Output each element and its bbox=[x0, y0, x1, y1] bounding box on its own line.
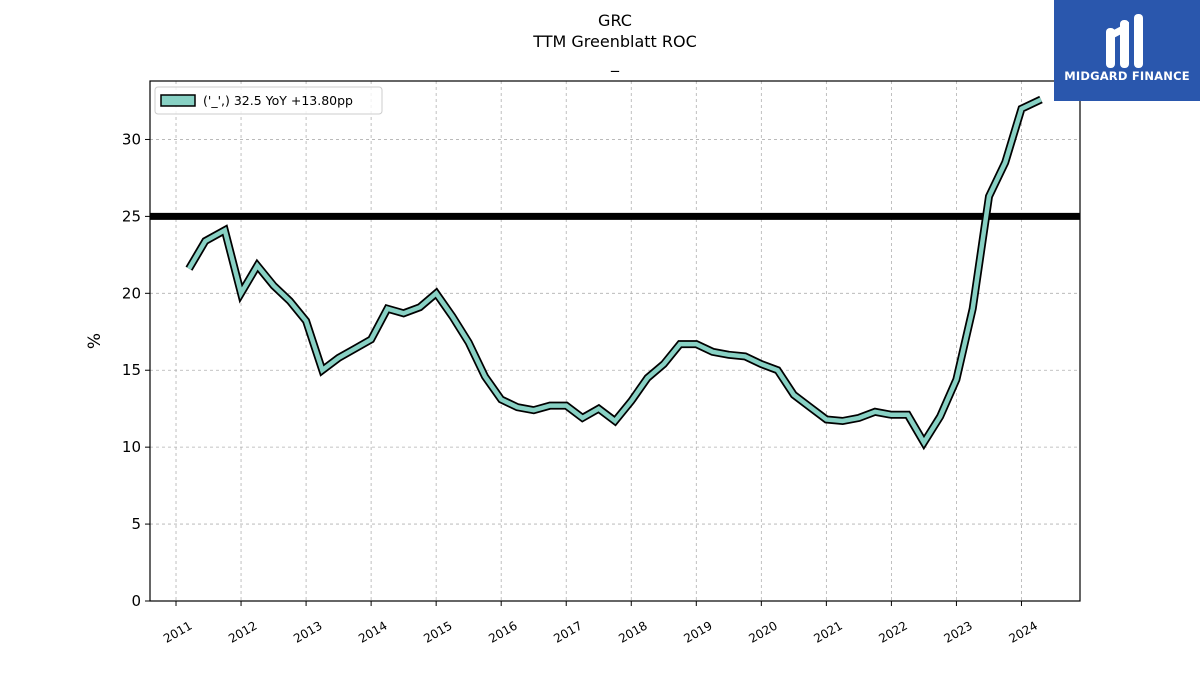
y-tick-label: 25 bbox=[122, 207, 141, 225]
series-line bbox=[187, 97, 1042, 447]
x-tick-label: 2017 bbox=[551, 618, 584, 645]
x-tick-label: 2013 bbox=[291, 618, 324, 645]
brand-logo: MIDGARD FINANCE bbox=[1054, 0, 1200, 101]
y-axis: 0 5 10 15 20 25 30 bbox=[122, 130, 150, 610]
x-tick-label: 2014 bbox=[356, 618, 389, 645]
x-tick-label: 2023 bbox=[941, 618, 974, 645]
legend: ('_',) 32.5 YoY +13.80pp bbox=[154, 86, 383, 115]
legend-box bbox=[154, 86, 383, 115]
logo-text: MIDGARD FINANCE bbox=[1064, 69, 1190, 83]
chart-title-line-3: _ bbox=[611, 53, 619, 72]
x-tick-label: 2022 bbox=[876, 618, 909, 645]
x-tick-label: 2016 bbox=[486, 618, 519, 645]
chart-title-line-1: GRC bbox=[598, 11, 632, 30]
x-tick-label: 2019 bbox=[681, 618, 714, 645]
legend-label: ('_',) 32.5 YoY +13.80pp bbox=[203, 93, 353, 108]
y-axis-label: % bbox=[85, 333, 105, 349]
y-tick-label: 10 bbox=[122, 438, 141, 456]
x-tick-label: 2021 bbox=[811, 618, 844, 645]
grid-lines bbox=[150, 81, 1080, 602]
plot-frame bbox=[149, 80, 1081, 602]
chart-title: GRC TTM Greenblatt ROC _ bbox=[150, 10, 1080, 73]
y-tick-label: 0 bbox=[131, 592, 141, 610]
series-layer bbox=[185, 95, 1043, 451]
logo-mark-icon bbox=[1054, 0, 1200, 101]
x-tick-label: 2020 bbox=[746, 618, 779, 645]
y-tick-label: 20 bbox=[122, 284, 141, 302]
y-tick-label: 15 bbox=[122, 361, 141, 379]
chart-title-line-2: TTM Greenblatt ROC bbox=[533, 32, 697, 51]
legend-swatch bbox=[160, 94, 196, 107]
x-tick-label: 2015 bbox=[421, 618, 454, 645]
x-axis: 2011 2012 2013 2014 2015 2016 2017 2018 2019 2020… bbox=[161, 601, 1040, 646]
x-tick-label: 2024 bbox=[1007, 618, 1040, 645]
x-tick-label: 2011 bbox=[161, 618, 194, 645]
series-line-outline bbox=[185, 95, 1043, 451]
y-tick-label: 5 bbox=[131, 515, 141, 533]
x-tick-label: 2012 bbox=[226, 618, 259, 645]
y-tick-label: 30 bbox=[122, 130, 141, 148]
x-tick-label: 2018 bbox=[616, 618, 649, 645]
